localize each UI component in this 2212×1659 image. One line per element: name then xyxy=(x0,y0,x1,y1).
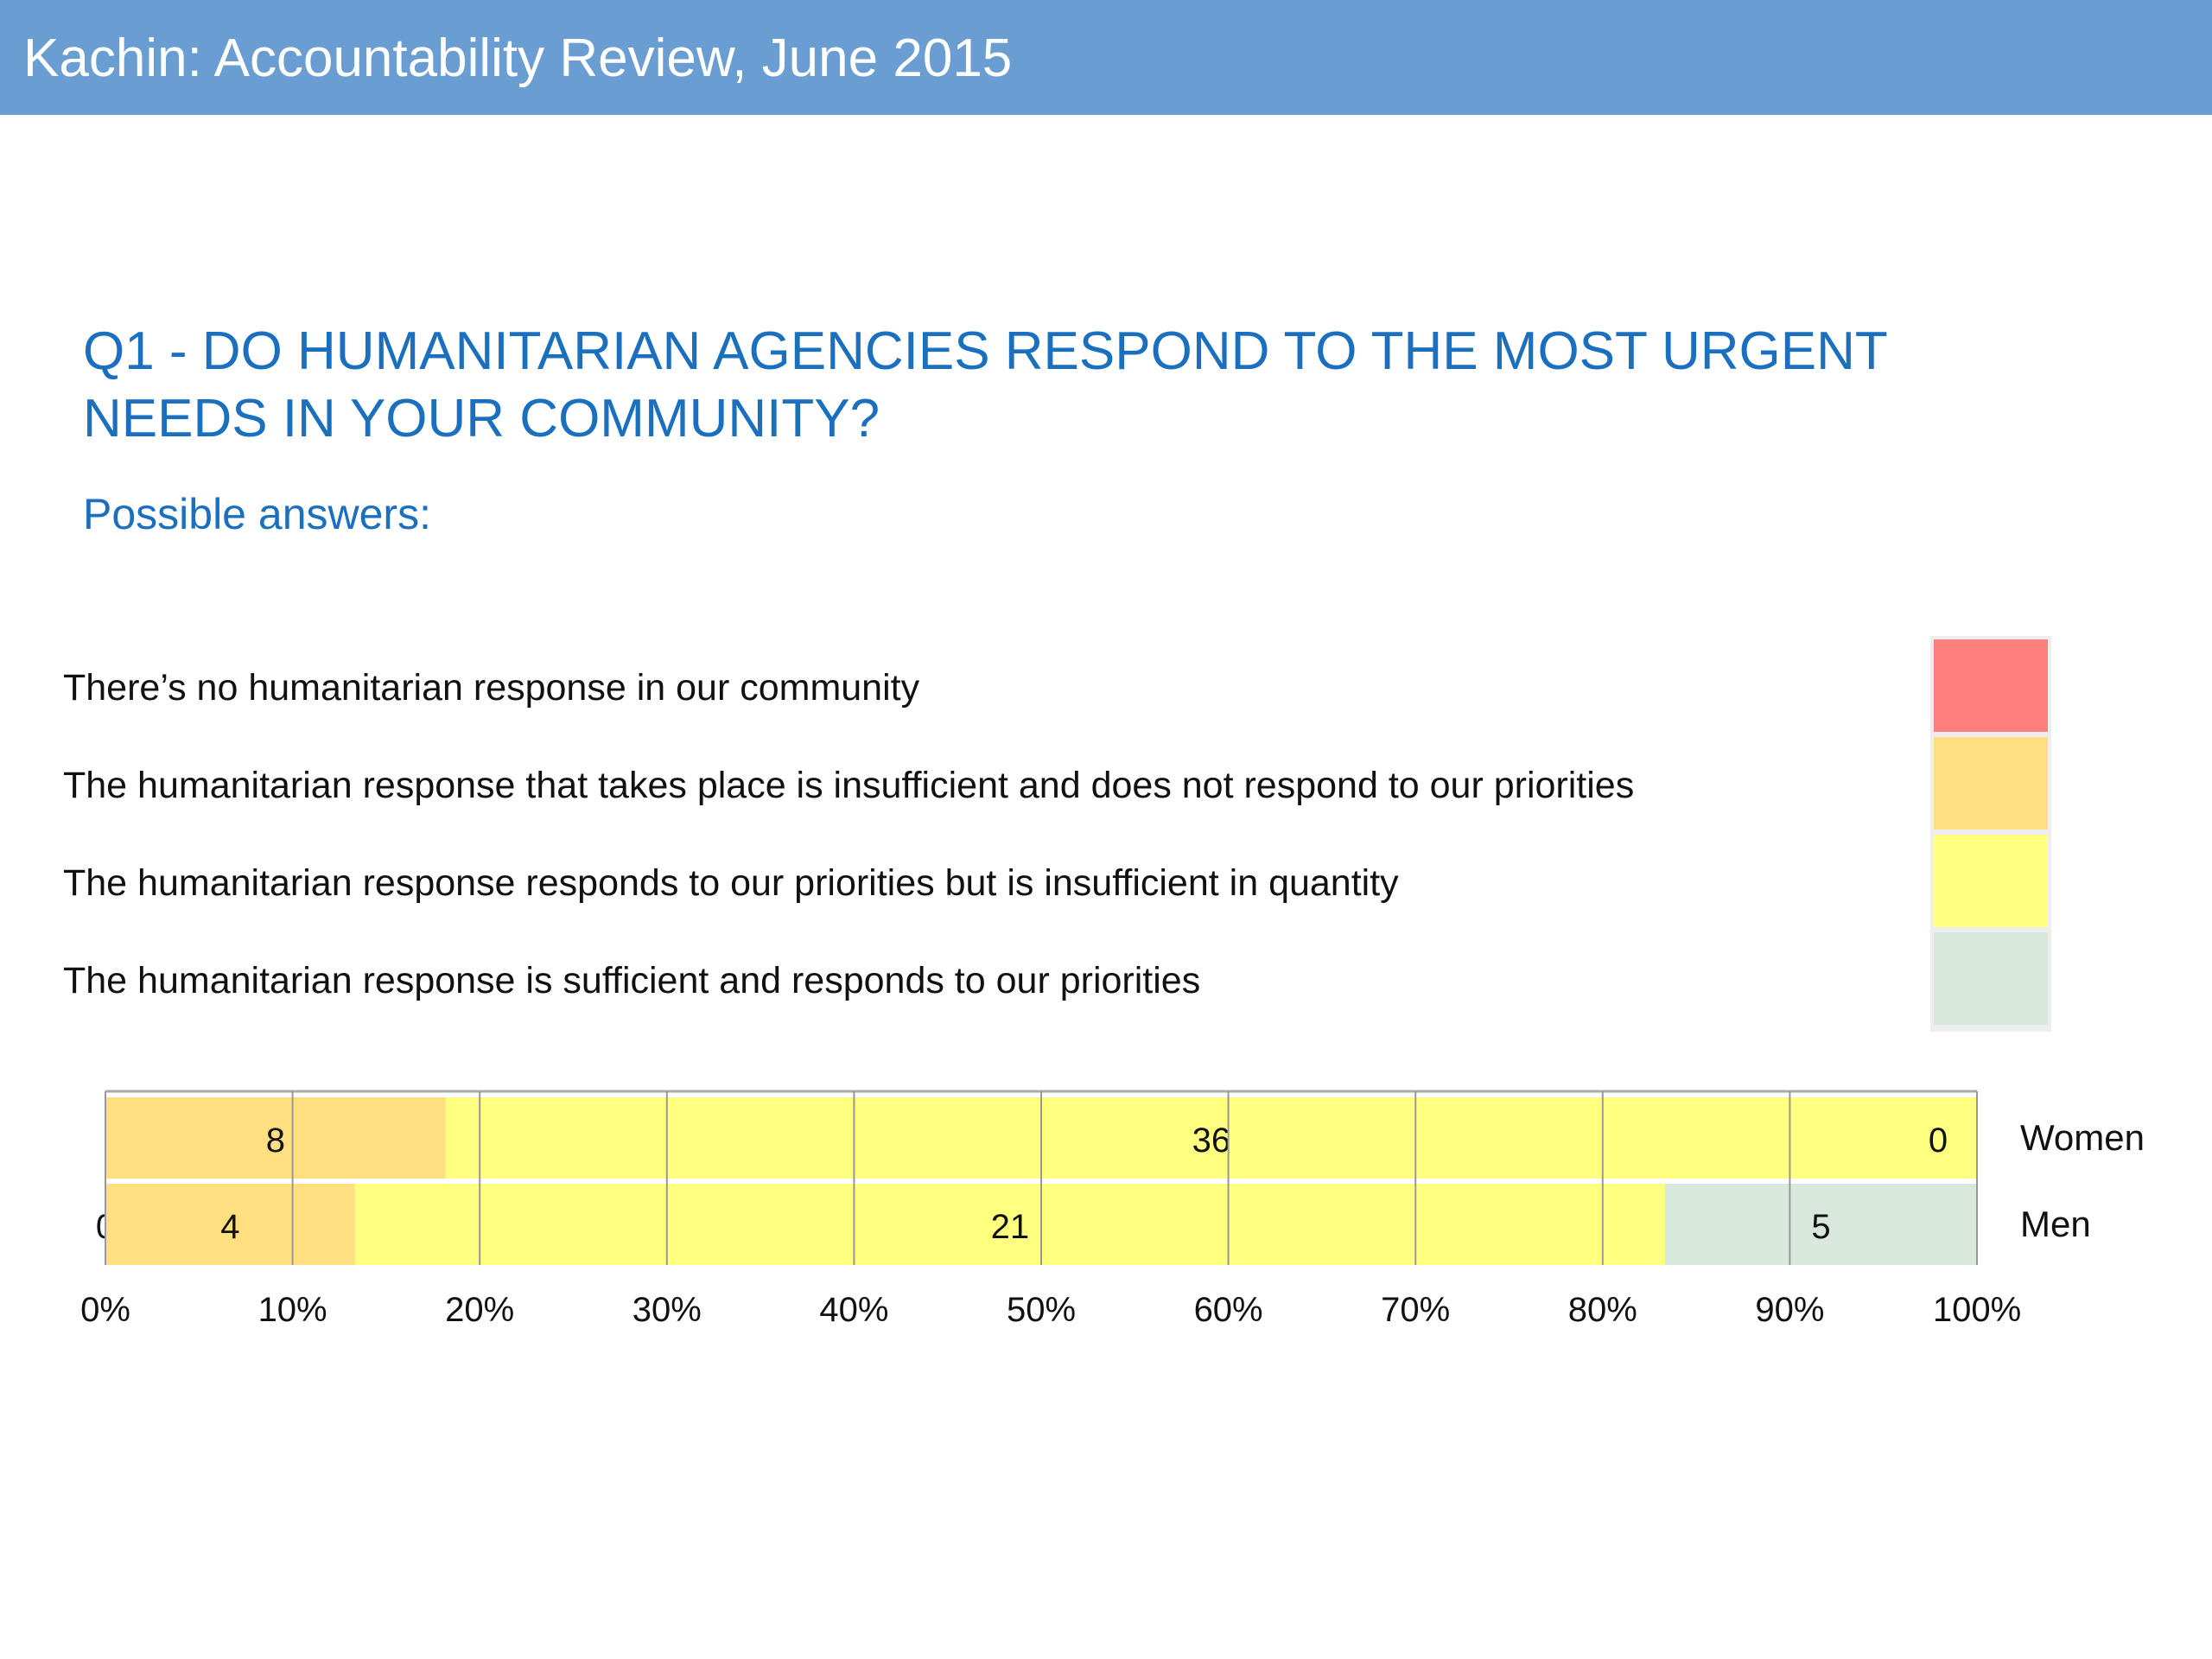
answer-sufficient-priorities: The humanitarian response is sufficient … xyxy=(63,960,1201,1001)
possible-answers-label: Possible answers: xyxy=(83,490,431,538)
bar-segment-women-2 xyxy=(445,1097,1978,1179)
legend-swatch-red xyxy=(1934,639,2048,732)
bar-segment-women-1 xyxy=(105,1097,446,1179)
answer-priorities-insufficient-quantity: The humanitarian response responds to ou… xyxy=(63,862,1399,904)
stacked-bar-chart: 08360042150%10%20%30%40%50%60%70%80%90%1… xyxy=(80,1090,2145,1329)
legend-swatch-green xyxy=(1934,932,2048,1025)
bar-segment-men-1 xyxy=(105,1184,355,1265)
category-label-men: Men xyxy=(2020,1204,2091,1244)
legend-swatch-column xyxy=(1930,636,2051,1032)
x-tick-label-8: 80% xyxy=(1568,1291,1637,1329)
data-label-women-2: 36 xyxy=(1192,1122,1231,1160)
legend-swatch-orange xyxy=(1934,737,2048,830)
x-tick-label-6: 60% xyxy=(1194,1291,1263,1329)
data-label-women-3: 0 xyxy=(1929,1122,1948,1160)
data-label-women-1: 8 xyxy=(266,1122,285,1160)
x-tick-label-0: 0% xyxy=(80,1291,130,1329)
x-tick-label-2: 20% xyxy=(445,1291,514,1329)
category-label-women: Women xyxy=(2020,1117,2145,1158)
bar-segment-men-3 xyxy=(1665,1184,1977,1265)
header-bar: Kachin: Accountability Review, June 2015 xyxy=(0,0,2212,115)
x-tick-label-4: 40% xyxy=(819,1291,888,1329)
question-title: Q1 - DO HUMANITARIAN AGENCIES RESPOND TO… xyxy=(83,318,2070,453)
data-label-men-3: 5 xyxy=(1811,1208,1830,1246)
x-tick-label-3: 30% xyxy=(632,1291,702,1329)
bar-segment-men-2 xyxy=(354,1184,1665,1265)
x-tick-label-7: 70% xyxy=(1381,1291,1450,1329)
x-tick-label-5: 50% xyxy=(1007,1291,1076,1329)
question-line-1: Q1 - DO HUMANITARIAN AGENCIES RESPOND TO… xyxy=(83,321,1888,381)
x-tick-label-1: 10% xyxy=(258,1291,327,1329)
answer-no-response: There’s no humanitarian response in our … xyxy=(63,667,920,709)
header-title: Kachin: Accountability Review, June 2015 xyxy=(23,29,1013,88)
question-line-2: NEEDS IN YOUR COMMUNITY? xyxy=(83,389,880,448)
data-label-men-1: 4 xyxy=(220,1208,239,1246)
answer-insufficient-not-priorities: The humanitarian response that takes pla… xyxy=(63,765,1635,806)
data-label-men-2: 21 xyxy=(991,1208,1030,1246)
x-tick-label-10: 100% xyxy=(1933,1291,2021,1329)
legend-swatch-yellow xyxy=(1934,835,2048,927)
x-tick-label-9: 90% xyxy=(1755,1291,1824,1329)
